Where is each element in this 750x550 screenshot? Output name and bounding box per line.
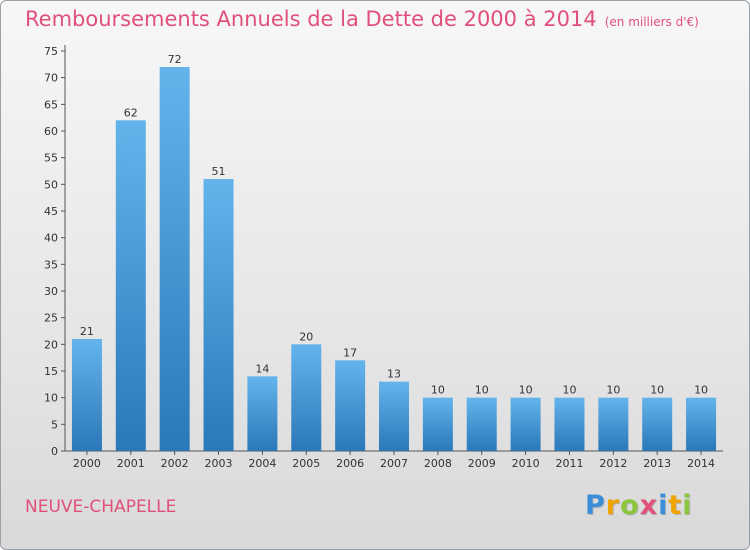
data-label: 13: [387, 368, 401, 381]
x-tick-label: 2003: [205, 457, 233, 470]
x-tick-label: 2004: [248, 457, 276, 470]
bar-2010: [510, 397, 541, 451]
x-tick-label: 2008: [424, 457, 452, 470]
bar-2009: [466, 397, 497, 451]
chart-title: Remboursements Annuels de la Dette de 20…: [25, 7, 699, 31]
bar-2006: [335, 360, 366, 451]
x-tick-label: 2007: [380, 457, 408, 470]
bar-2012: [598, 397, 629, 451]
bar-2008: [422, 397, 453, 451]
x-tick-label: 2010: [512, 457, 540, 470]
proxiti-logo: Proxiti: [585, 490, 693, 521]
chart-title-text: Remboursements Annuels de la Dette de 20…: [25, 7, 597, 31]
y-tick-label: 50: [44, 178, 58, 191]
logo-letter: t: [668, 490, 683, 521]
x-tick-label: 2000: [73, 457, 101, 470]
bar-2003: [203, 179, 234, 451]
commune-name: NEUVE-CHAPELLE: [25, 497, 177, 517]
data-label: 10: [694, 384, 708, 397]
y-tick-label: 25: [44, 312, 58, 325]
y-tick-label: 30: [44, 285, 58, 298]
logo-letter: x: [639, 490, 659, 521]
data-label: 21: [80, 325, 94, 338]
y-tick-label: 65: [44, 98, 58, 111]
data-label: 10: [650, 384, 664, 397]
y-tick-label: 10: [44, 392, 58, 405]
bar-2005: [291, 344, 322, 451]
logo-letter: r: [605, 490, 621, 521]
logo-letter: i: [682, 490, 693, 521]
x-tick-label: 2014: [687, 457, 715, 470]
bar-2001: [115, 120, 146, 451]
y-tick-label: 40: [44, 232, 58, 245]
chart-unit: (en milliers d'€): [604, 15, 699, 29]
data-label: 51: [212, 165, 226, 178]
x-tick-label: 2002: [161, 457, 189, 470]
x-tick-label: 2013: [643, 457, 671, 470]
data-label: 10: [562, 384, 576, 397]
y-tick-label: 55: [44, 152, 58, 165]
x-tick-label: 2006: [336, 457, 364, 470]
y-tick-label: 45: [44, 205, 58, 218]
data-label: 10: [431, 384, 445, 397]
x-tick-label: 2009: [468, 457, 496, 470]
y-tick-label: 15: [44, 365, 58, 378]
logo-letter: i: [658, 490, 669, 521]
bar-2004: [247, 376, 278, 451]
bar-2007: [379, 381, 409, 451]
y-tick-label: 60: [44, 125, 58, 138]
y-tick-label: 20: [44, 338, 58, 351]
y-tick-label: 75: [44, 45, 58, 58]
x-tick-label: 2012: [599, 457, 627, 470]
bar-2011: [554, 397, 585, 451]
data-label: 72: [168, 53, 182, 66]
y-tick-label: 5: [51, 418, 58, 431]
y-tick-label: 70: [44, 72, 58, 85]
y-tick-label: 0: [51, 445, 58, 458]
data-label: 10: [475, 384, 489, 397]
data-label: 62: [124, 106, 138, 119]
x-tick-label: 2001: [117, 457, 145, 470]
logo-letter: P: [585, 490, 606, 521]
bar-2002: [159, 67, 190, 451]
y-tick-label: 35: [44, 258, 58, 271]
bar-2014: [686, 397, 717, 451]
data-label: 14: [255, 362, 269, 375]
data-label: 20: [299, 330, 313, 343]
data-label: 10: [519, 384, 533, 397]
x-tick-label: 2005: [292, 457, 320, 470]
data-label: 10: [606, 384, 620, 397]
x-tick-label: 2011: [555, 457, 583, 470]
bar-2000: [71, 339, 102, 451]
logo-letter: o: [620, 490, 640, 521]
data-label: 17: [343, 346, 357, 359]
bar-2013: [642, 397, 673, 451]
